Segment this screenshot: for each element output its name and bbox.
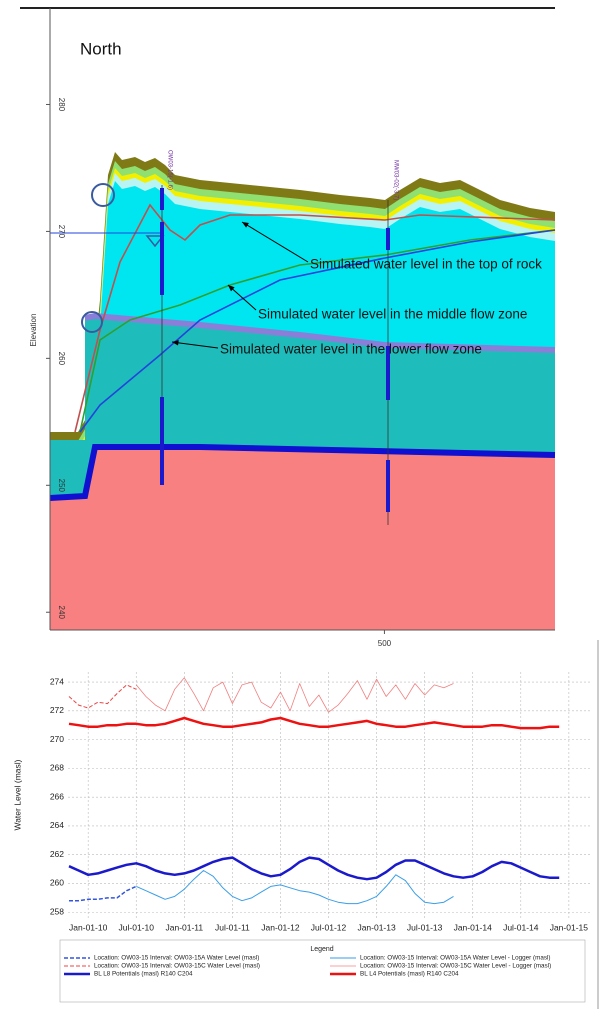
series-line bbox=[69, 886, 136, 900]
x-tick-label: Jul-01-12 bbox=[311, 922, 347, 932]
y-tick-label: 270 bbox=[57, 225, 66, 239]
legend-label: BL L4 Potentials (masl) R140 C204 bbox=[360, 971, 459, 978]
x-tick-label: Jan-01-15 bbox=[550, 922, 589, 932]
y-tick-label: 264 bbox=[50, 820, 64, 830]
x-tick-label: Jul-01-10 bbox=[119, 922, 155, 932]
legend-label: Location: OW03-15 Interval: OW03-15C Wat… bbox=[94, 963, 260, 970]
well-label: MW03-02(-3.7) bbox=[392, 160, 398, 200]
y-tick-label: 258 bbox=[50, 906, 64, 916]
layer bbox=[50, 447, 555, 630]
time-series: 258 260 262 264 266 268 270 272 274 Jan-01-10 Jul-… bbox=[12, 640, 598, 1009]
legend-label: BL L8 Potentials (masl) R140 C204 bbox=[94, 971, 193, 978]
y-tick-label: 280 bbox=[57, 98, 66, 112]
y-tick-label: 260 bbox=[57, 352, 66, 366]
y-tick-label: 260 bbox=[50, 878, 64, 888]
well-label: OW03-15(-1.6) bbox=[166, 150, 172, 190]
annotation: Simulated water level in the top of rock bbox=[310, 257, 542, 272]
y-tick-label: 274 bbox=[50, 676, 64, 686]
y-tick-label: 250 bbox=[57, 479, 66, 493]
cross-section: OW03-15(-1.6) MW03-02(-3.7) Simulated wate… bbox=[20, 8, 555, 648]
x-tick-label: Jan-01-13 bbox=[357, 922, 396, 932]
x-tick-label: Jul-01-14 bbox=[503, 922, 539, 932]
y-tick-label: 240 bbox=[57, 606, 66, 620]
series-line bbox=[136, 871, 453, 904]
y-axis-label: Elevation bbox=[29, 314, 38, 347]
series-line bbox=[69, 858, 559, 880]
y-tick-label: 266 bbox=[50, 791, 64, 801]
page: OW03-15(-1.6) MW03-02(-3.7) Simulated wate… bbox=[0, 0, 605, 1009]
y-tick-label: 268 bbox=[50, 763, 64, 773]
figure: OW03-15(-1.6) MW03-02(-3.7) Simulated wate… bbox=[0, 0, 605, 1009]
legend-title: Legend bbox=[310, 946, 333, 953]
title: North bbox=[80, 39, 122, 58]
x-tick-label: Jan-01-11 bbox=[165, 922, 203, 932]
x-tick-label: Jan-01-12 bbox=[261, 922, 300, 932]
x-tick-label: 500 bbox=[378, 639, 392, 648]
x-tick-label: Jan-01-10 bbox=[69, 922, 108, 932]
series-line bbox=[69, 718, 559, 728]
series-line bbox=[136, 678, 453, 713]
x-tick-label: Jul-01-11 bbox=[215, 922, 250, 932]
annotation: Simulated water level in the lower flow … bbox=[220, 342, 482, 357]
legend-label: Location: OW03-15 Interval: OW03-15A Wat… bbox=[94, 955, 259, 962]
y-tick-label: 270 bbox=[50, 734, 64, 744]
x-tick-label: Jul-01-13 bbox=[407, 922, 443, 932]
y-tick-label: 262 bbox=[50, 849, 64, 859]
annotation: Simulated water level in the middle flow… bbox=[258, 307, 527, 322]
y-tick-label: 272 bbox=[50, 705, 64, 715]
legend-label: Location: OW03-15 Interval: OW03-15C Wat… bbox=[360, 963, 551, 970]
legend-label: Location: OW03-15 Interval: OW03-15A Wat… bbox=[360, 955, 551, 962]
y-axis-label: Water Level (masl) bbox=[12, 759, 22, 830]
x-tick-label: Jan-01-14 bbox=[454, 922, 493, 932]
series-line bbox=[69, 685, 136, 708]
